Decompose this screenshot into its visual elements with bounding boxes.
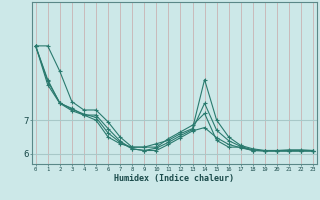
X-axis label: Humidex (Indice chaleur): Humidex (Indice chaleur) (115, 174, 234, 183)
